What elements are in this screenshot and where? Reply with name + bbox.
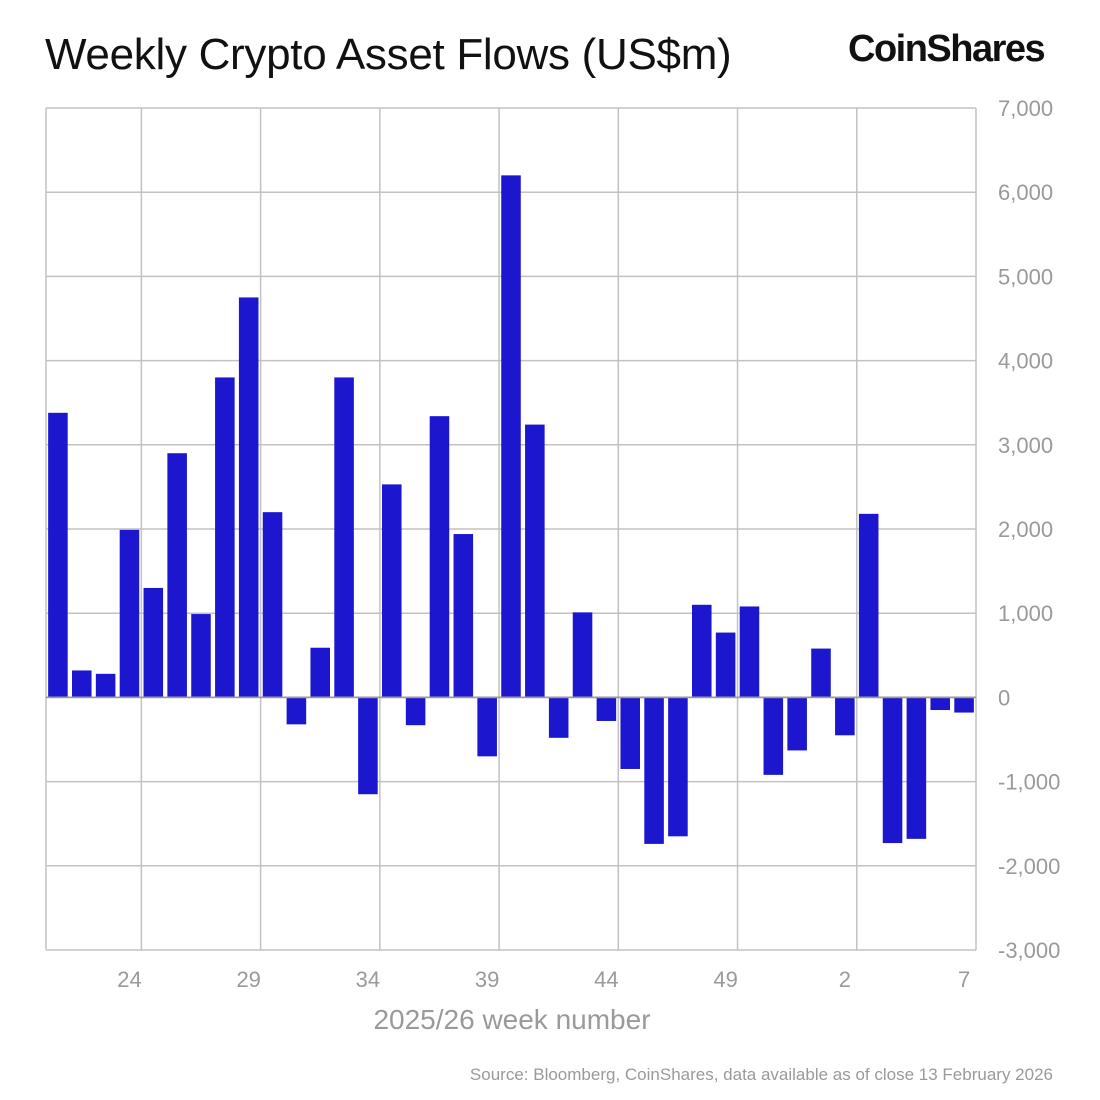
x-axis-ticks: 24 29 34 39 44 49 2 7 [117, 967, 970, 992]
x-axis-label: 2025/26 week number [373, 1004, 650, 1035]
y-tick-label: 6,000 [998, 180, 1053, 205]
bar [119, 529, 140, 698]
bar [310, 647, 331, 698]
bar [95, 673, 116, 698]
x-tick-label: 2 [839, 967, 851, 992]
x-tick-label: 39 [475, 967, 499, 992]
bar-series [48, 175, 974, 844]
x-tick-label: 24 [117, 967, 141, 992]
bar [644, 697, 664, 844]
bar [429, 416, 450, 698]
bar [906, 697, 927, 839]
bar [238, 297, 259, 698]
y-tick-label: -1,000 [998, 770, 1060, 795]
bar [811, 648, 831, 698]
y-tick-label: 2,000 [998, 517, 1053, 542]
y-tick-label: 5,000 [998, 264, 1053, 289]
bar [882, 697, 903, 844]
bar [453, 534, 474, 698]
bar [954, 697, 974, 713]
bar [525, 424, 545, 698]
bar [215, 377, 235, 698]
bar [763, 697, 784, 775]
bar [167, 453, 187, 698]
axes [45, 108, 977, 950]
bar [596, 697, 617, 721]
bar [501, 175, 521, 698]
bar [572, 612, 593, 698]
y-tick-label: -3,000 [998, 938, 1060, 963]
bar [477, 697, 497, 757]
chart-title: Weekly Crypto Asset Flows (US$m) [45, 30, 732, 79]
bar [835, 697, 855, 736]
bar [620, 697, 641, 769]
y-tick-label: 3,000 [998, 433, 1053, 458]
x-tick-label: 34 [356, 967, 380, 992]
bar [191, 614, 211, 698]
bar [334, 377, 354, 698]
bar [691, 604, 712, 698]
bar [715, 632, 736, 698]
bar [143, 587, 164, 698]
bar [48, 412, 68, 698]
bar [930, 697, 951, 711]
bar [381, 484, 402, 698]
bar [262, 512, 283, 698]
bar [405, 697, 426, 726]
bar [71, 670, 92, 698]
bar [548, 697, 569, 738]
y-tick-label: 7,000 [998, 96, 1053, 121]
y-tick-label: 0 [998, 685, 1010, 710]
bar [668, 697, 688, 837]
y-tick-label: -2,000 [998, 854, 1060, 879]
x-tick-label: 49 [713, 967, 737, 992]
y-axis-ticks: 7,000 6,000 5,000 4,000 3,000 2,000 1,000 0 -1,0… [998, 96, 1060, 963]
y-tick-label: 1,000 [998, 601, 1053, 626]
bar [358, 697, 378, 795]
x-tick-label: 29 [236, 967, 260, 992]
bar [787, 697, 807, 751]
y-tick-label: 4,000 [998, 349, 1053, 374]
bar [286, 697, 307, 725]
x-tick-label: 7 [958, 967, 970, 992]
x-tick-label: 44 [594, 967, 618, 992]
bar [858, 513, 879, 698]
brand-logo: CoinShares [848, 28, 1046, 70]
bar [739, 606, 760, 698]
source-note: Source: Bloomberg, CoinShares, data avai… [469, 1065, 1053, 1084]
